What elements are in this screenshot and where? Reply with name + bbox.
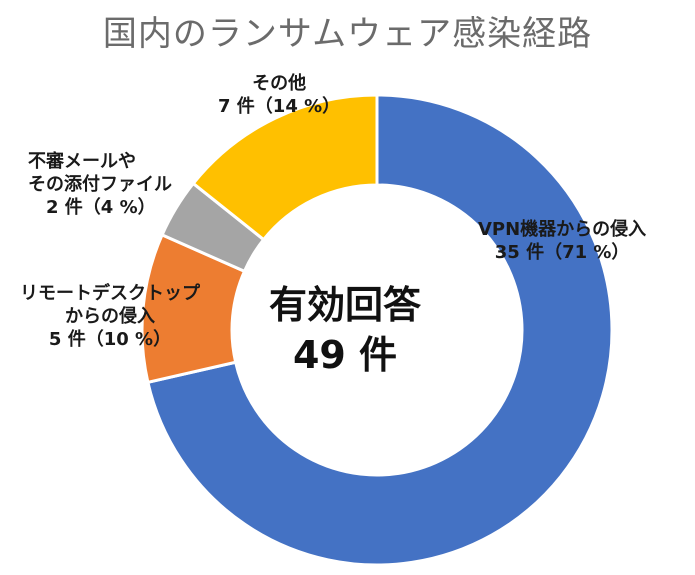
label-vpn-value: 35 件（71 %） bbox=[494, 242, 630, 263]
label-vpn: VPN機器からの侵入 35 件（71 %） bbox=[478, 218, 646, 264]
label-email-line2: その添付ファイル bbox=[28, 174, 172, 195]
label-other-value: 7 件（14 %） bbox=[218, 96, 341, 117]
label-remote-desktop: リモートデスクトップ からの侵入 5 件（10 %） bbox=[20, 282, 200, 351]
label-rdp-line1: リモートデスクトップ bbox=[20, 283, 200, 304]
label-vpn-name: VPN機器からの侵入 bbox=[478, 219, 647, 240]
chart-title: 国内のランサムウェア感染経路 bbox=[102, 14, 593, 54]
label-suspicious-email: 不審メールや その添付ファイル 2 件（4 %） bbox=[28, 150, 172, 219]
label-rdp-line2: からの侵入 bbox=[65, 306, 155, 327]
label-other: その他 7 件（14 %） bbox=[218, 72, 340, 118]
center-label-text: 有効回答 bbox=[268, 283, 421, 327]
slice-other bbox=[191, 93, 379, 242]
center-value-text: 49 件 bbox=[292, 333, 398, 377]
slice-vpn bbox=[146, 93, 614, 567]
label-rdp-value: 5 件（10 %） bbox=[48, 329, 172, 350]
label-email-value: 2 件（4 %） bbox=[46, 197, 156, 218]
center-label: 有効回答 49 件 bbox=[230, 280, 460, 380]
label-email-line1: 不審メールや bbox=[28, 151, 136, 172]
label-other-name: その他 bbox=[252, 73, 307, 94]
